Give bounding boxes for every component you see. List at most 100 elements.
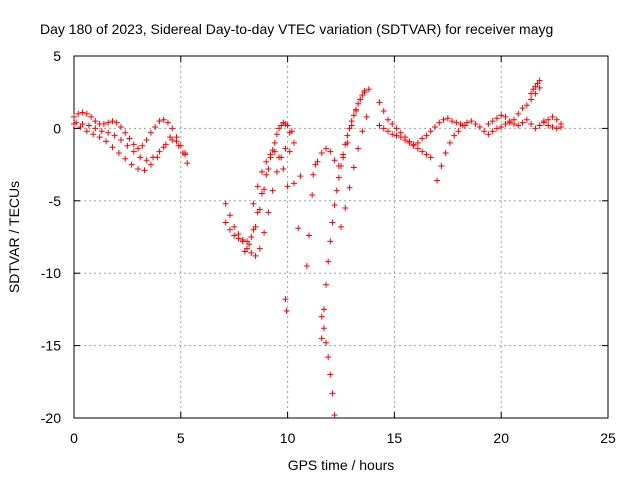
data-point bbox=[115, 150, 122, 157]
data-point bbox=[235, 235, 242, 242]
data-point bbox=[122, 155, 129, 162]
y-tick-label: -10 bbox=[41, 265, 61, 281]
data-point bbox=[184, 160, 191, 167]
data-point bbox=[141, 167, 148, 174]
data-point bbox=[162, 141, 169, 148]
data-point bbox=[71, 113, 77, 120]
data-point bbox=[468, 118, 475, 125]
data-point bbox=[327, 148, 334, 155]
y-tick-label: -20 bbox=[41, 410, 61, 426]
x-axis-label: GPS time / hours bbox=[288, 457, 395, 473]
data-point bbox=[73, 119, 80, 126]
data-point bbox=[427, 128, 434, 135]
series-s5 bbox=[222, 121, 298, 245]
chart-title: Day 180 of 2023, Sidereal Day-to-day VTE… bbox=[40, 21, 553, 37]
data-point bbox=[126, 135, 133, 142]
data-point bbox=[130, 141, 137, 148]
data-point bbox=[239, 236, 246, 243]
data-point bbox=[117, 136, 124, 143]
data-point bbox=[284, 183, 291, 190]
data-point bbox=[156, 118, 163, 125]
data-point bbox=[414, 145, 421, 152]
data-point bbox=[519, 105, 526, 112]
plot-frame bbox=[73, 55, 609, 419]
data-point bbox=[329, 390, 336, 397]
data-point bbox=[147, 129, 154, 136]
data-point bbox=[384, 128, 391, 135]
data-point bbox=[325, 258, 332, 265]
series-outliers bbox=[282, 161, 319, 314]
data-point bbox=[303, 262, 310, 269]
data-point bbox=[342, 141, 349, 148]
data-point bbox=[276, 154, 283, 161]
data-point bbox=[269, 187, 276, 194]
data-point bbox=[79, 109, 86, 116]
data-point bbox=[75, 110, 82, 117]
data-point bbox=[419, 135, 426, 142]
data-point bbox=[434, 177, 441, 184]
data-point bbox=[105, 119, 112, 126]
series-s4 bbox=[222, 145, 302, 259]
data-point bbox=[329, 219, 336, 226]
data-point bbox=[489, 118, 496, 125]
data-point bbox=[100, 121, 107, 128]
data-point bbox=[549, 123, 556, 130]
series-s10 bbox=[318, 313, 338, 419]
data-point bbox=[282, 296, 289, 303]
data-point bbox=[309, 192, 316, 199]
series-s11 bbox=[338, 113, 370, 230]
data-point bbox=[558, 121, 565, 128]
data-point bbox=[254, 209, 261, 216]
data-point bbox=[271, 148, 278, 155]
data-point bbox=[523, 102, 530, 109]
data-point bbox=[344, 132, 351, 139]
data-point bbox=[553, 125, 560, 132]
data-point bbox=[90, 131, 97, 138]
data-point bbox=[511, 121, 518, 128]
x-tick-label: 10 bbox=[280, 430, 296, 446]
data-point bbox=[280, 119, 287, 126]
data-point bbox=[485, 131, 492, 138]
data-point bbox=[540, 119, 547, 126]
y-tick-label: 5 bbox=[53, 48, 61, 64]
data-point bbox=[96, 134, 103, 141]
data-point bbox=[113, 119, 120, 126]
data-point bbox=[320, 306, 327, 313]
data-point bbox=[451, 132, 458, 139]
data-point bbox=[263, 158, 270, 165]
data-point bbox=[493, 125, 500, 132]
data-point bbox=[350, 164, 357, 171]
data-point bbox=[254, 183, 261, 190]
series-s14 bbox=[434, 118, 492, 184]
data-point bbox=[464, 119, 471, 126]
data-point bbox=[327, 238, 334, 245]
data-point bbox=[342, 205, 349, 212]
data-point bbox=[376, 99, 383, 106]
data-point bbox=[553, 116, 560, 123]
data-point bbox=[325, 354, 332, 361]
data-point bbox=[459, 122, 466, 129]
data-point bbox=[310, 171, 317, 178]
data-point bbox=[476, 123, 483, 130]
data-point bbox=[331, 202, 338, 209]
data-point bbox=[273, 168, 280, 175]
data-point bbox=[250, 226, 257, 233]
data-point bbox=[241, 248, 248, 255]
data-point bbox=[365, 86, 372, 93]
data-point bbox=[338, 163, 344, 170]
data-point bbox=[143, 136, 150, 143]
data-point bbox=[346, 125, 353, 132]
data-point bbox=[515, 110, 522, 117]
data-point bbox=[423, 132, 430, 139]
data-point bbox=[182, 150, 189, 157]
data-point bbox=[380, 108, 387, 115]
series-s1 bbox=[71, 109, 189, 158]
data-point bbox=[523, 116, 530, 123]
data-point bbox=[258, 168, 265, 175]
data-point bbox=[286, 148, 293, 155]
data-point bbox=[83, 110, 90, 117]
data-point bbox=[331, 412, 338, 419]
series-s3 bbox=[73, 119, 189, 164]
data-point bbox=[536, 84, 543, 91]
data-point bbox=[305, 232, 312, 239]
